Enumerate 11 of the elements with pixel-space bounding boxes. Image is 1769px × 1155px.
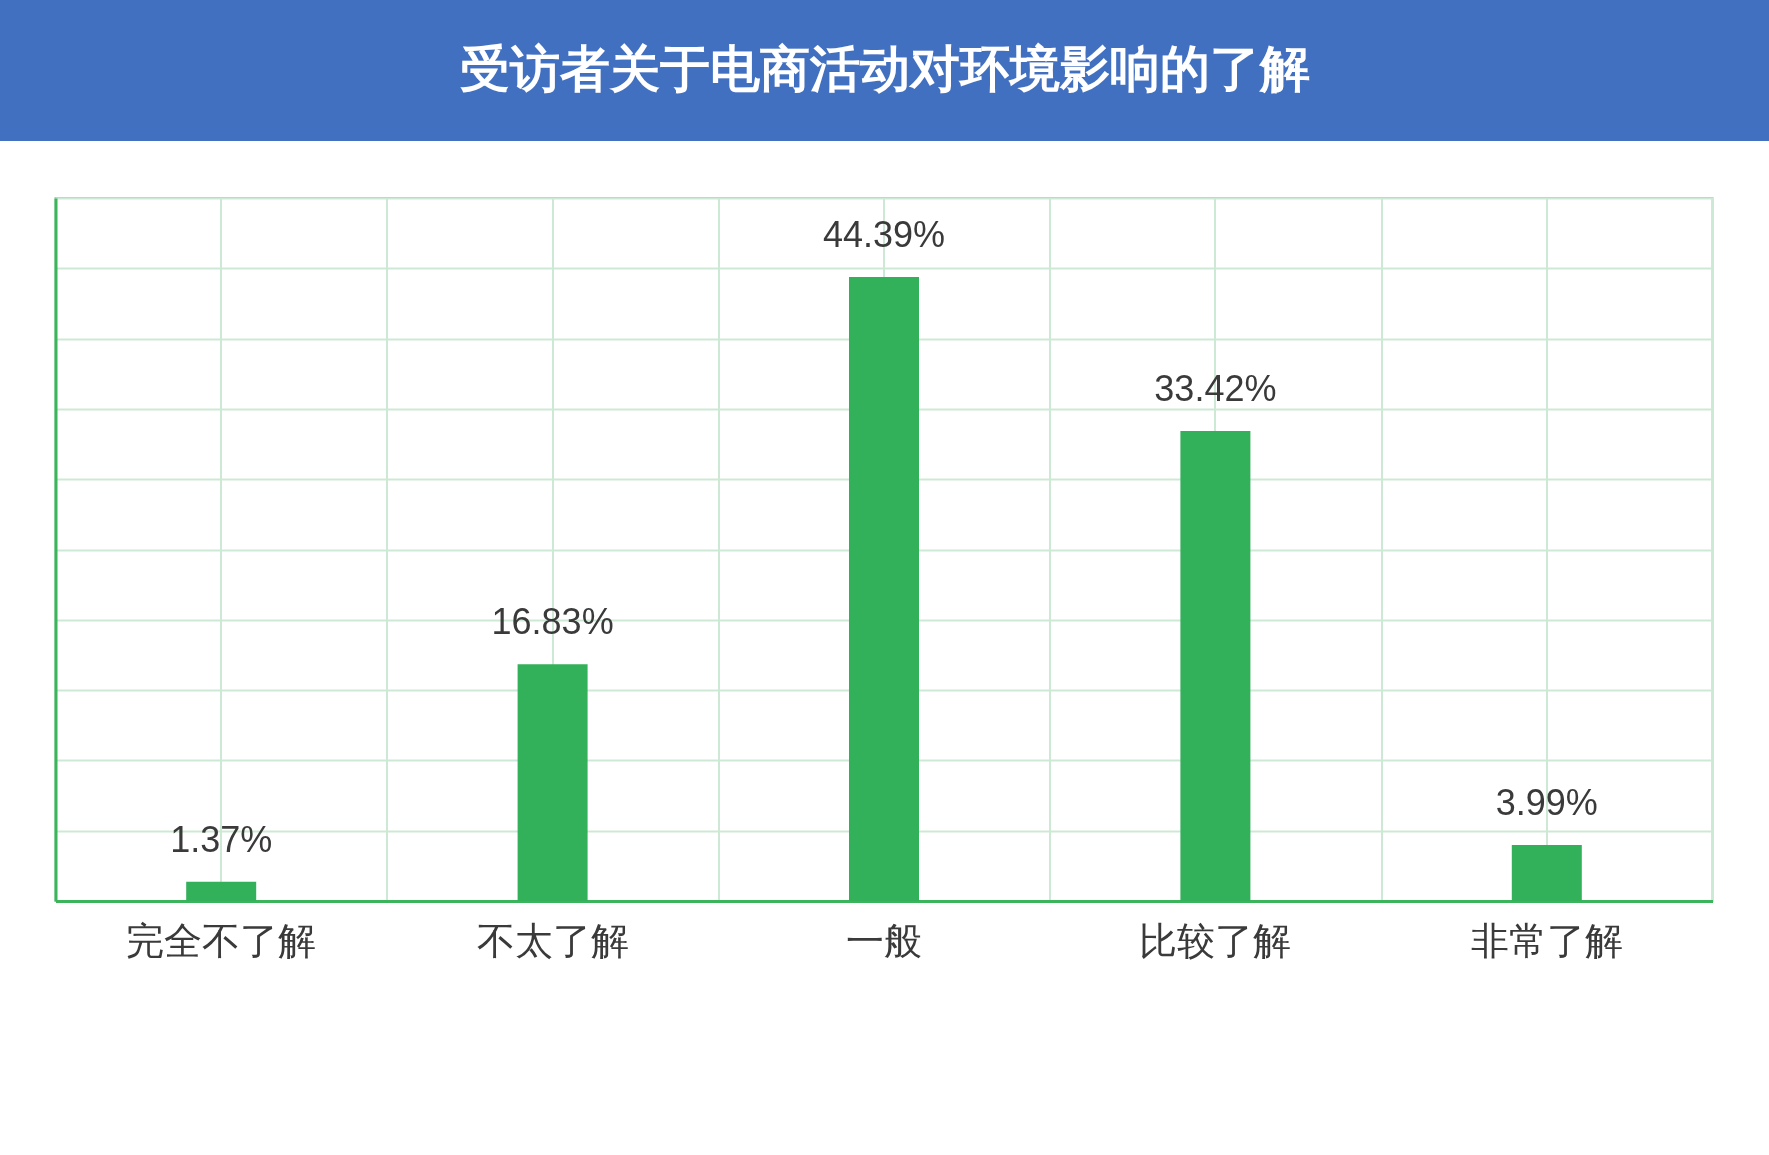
data-label: 16.83% <box>491 601 614 643</box>
chart-title: 受访者关于电商活动对环境影响的了解 <box>459 40 1310 97</box>
data-label: 44.39% <box>822 213 946 255</box>
x-tick-label: 比较了解 <box>1139 919 1292 962</box>
x-tick-label: 完全不了解 <box>126 919 317 962</box>
data-label: 1.37% <box>170 818 273 860</box>
x-tick-label: 一般 <box>846 919 922 962</box>
x-tick-label: 不太了解 <box>476 919 629 962</box>
data-label: 3.99% <box>1495 781 1598 823</box>
x-tick-label: 非常了解 <box>1470 919 1623 962</box>
data-label: 33.42% <box>1154 368 1277 410</box>
